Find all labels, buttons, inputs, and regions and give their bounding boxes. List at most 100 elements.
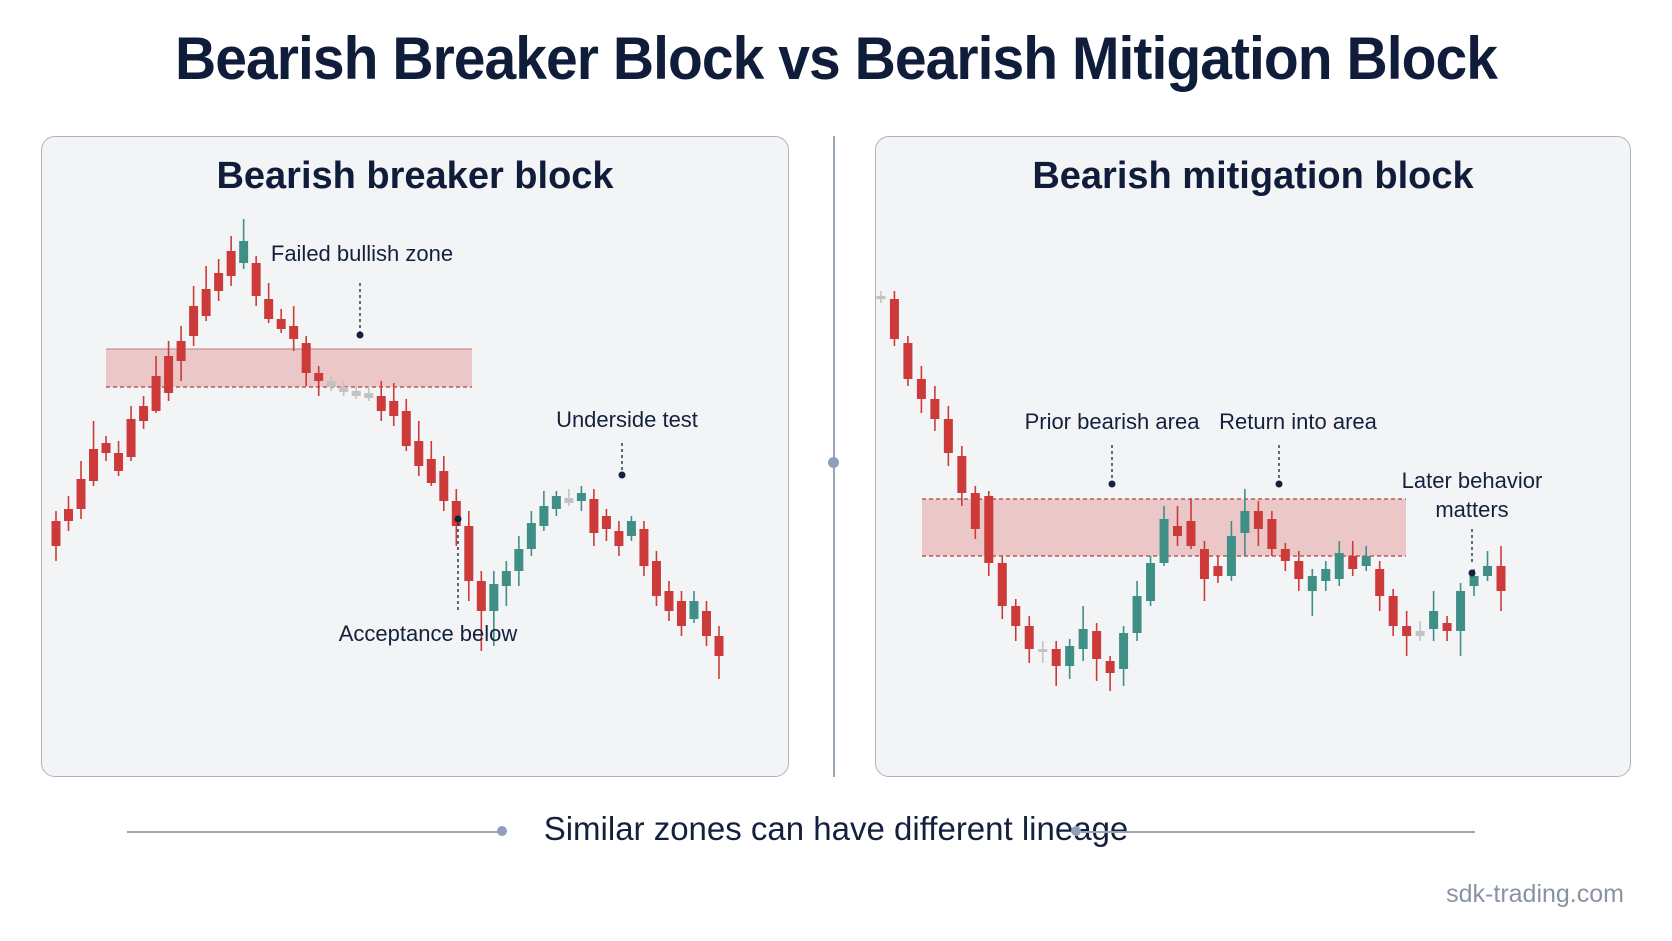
underside-test-marker <box>618 471 626 479</box>
candle-body <box>876 296 886 299</box>
candle-body <box>1294 561 1304 579</box>
candle-body <box>51 521 61 546</box>
candle-body <box>1078 629 1088 649</box>
candle-body <box>984 496 994 563</box>
candle-body <box>1429 611 1439 629</box>
candle-body <box>614 531 624 546</box>
later-behavior-marker <box>1468 569 1476 577</box>
candle-body <box>651 561 661 596</box>
candle-body <box>1146 563 1156 601</box>
candle-body <box>151 376 161 411</box>
prior-bearish-label: Prior bearish area <box>1025 409 1201 434</box>
candle-body <box>301 343 311 373</box>
candle-body <box>464 526 474 581</box>
candle-body <box>289 326 299 339</box>
candle-body <box>576 493 586 501</box>
candle-body <box>276 319 286 329</box>
page-title: Bearish Breaker Block vs Bearish Mitigat… <box>175 25 1498 92</box>
candle-body <box>1267 519 1277 549</box>
candle-body <box>1469 576 1479 586</box>
candle-body <box>1442 623 1452 631</box>
tagline-dot-left <box>497 826 507 836</box>
candle-body <box>214 273 224 291</box>
candle-body <box>889 299 899 339</box>
candle-body <box>1159 519 1169 563</box>
candle-body <box>1496 566 1506 591</box>
candle-body <box>164 356 174 393</box>
return-into-area-label: Return into area <box>1219 409 1378 434</box>
later-behavior-label: Later behavior <box>1402 468 1543 493</box>
candle-body <box>426 459 436 483</box>
candle-body <box>1375 569 1385 596</box>
candle-body <box>139 406 149 421</box>
candle-body <box>376 396 386 411</box>
candle-body <box>1361 556 1371 566</box>
candle-body <box>1199 549 1209 579</box>
candle-body <box>1186 521 1196 546</box>
candle-body <box>1240 511 1250 533</box>
candle-body <box>1402 626 1412 636</box>
candle-body <box>101 443 111 453</box>
failed-bullish-zone <box>106 349 472 387</box>
prior-bearish-marker <box>1108 480 1116 488</box>
candle-body <box>1213 566 1223 576</box>
candle-body <box>389 401 399 416</box>
tagline-rule-left <box>127 831 502 833</box>
candle-body <box>639 529 649 566</box>
candle-body <box>997 563 1007 606</box>
candle-body <box>957 456 967 493</box>
mitigation-block-panel: Bearish mitigation block Prior bearish a… <box>875 136 1631 777</box>
candle-body <box>551 496 561 509</box>
candle-body <box>943 419 953 453</box>
candle-body <box>201 289 211 316</box>
candle-body <box>1415 631 1425 636</box>
candle-body <box>1226 536 1236 576</box>
candle-body <box>1280 549 1290 561</box>
candle-body <box>1321 569 1331 581</box>
candle-body <box>451 501 461 526</box>
candle-body <box>1024 626 1034 649</box>
candle-body <box>970 493 980 529</box>
watermark: sdk-trading.com <box>1446 880 1624 908</box>
candle-body <box>126 419 136 457</box>
candle-body <box>626 521 636 536</box>
candle-body <box>64 509 74 521</box>
candle-body <box>1132 596 1142 633</box>
acceptance-label: Acceptance below <box>339 621 518 646</box>
candle-body <box>689 601 699 619</box>
candle-body <box>76 479 86 509</box>
tagline-dot-right <box>1071 826 1081 836</box>
candle-body <box>1119 633 1129 669</box>
candle-body <box>401 411 411 446</box>
candle-body <box>239 241 249 263</box>
candle-body <box>1348 556 1358 569</box>
candle-body <box>364 393 374 398</box>
candle-body <box>351 391 361 396</box>
candle-body <box>176 341 186 361</box>
tagline: Similar zones can have different lineage <box>543 810 1129 847</box>
candle-body <box>114 453 124 471</box>
candle-body <box>601 516 611 529</box>
candle-body <box>1307 576 1317 591</box>
candle-body <box>264 299 274 319</box>
candle-body <box>226 251 236 276</box>
candle-body <box>89 449 99 481</box>
candle-body <box>1173 526 1182 536</box>
candle-body <box>1092 631 1102 659</box>
mitigation-panel-title: Bearish mitigation block <box>1032 155 1474 197</box>
candle-body <box>339 387 349 392</box>
divider-dot <box>828 457 839 468</box>
breaker-chart: Failed bullish zone Underside test Accep… <box>51 219 724 679</box>
return-into-area-marker <box>1275 480 1283 488</box>
candle-body <box>1065 646 1075 666</box>
candle-body <box>916 379 926 399</box>
candle-body <box>1011 606 1021 626</box>
underside-test-label: Underside test <box>556 407 698 432</box>
candle-body <box>564 498 574 503</box>
candle-body <box>1253 511 1263 529</box>
center-divider <box>833 136 835 777</box>
candle-body <box>326 381 336 387</box>
candle-body <box>1334 553 1344 579</box>
candle-body <box>501 571 511 586</box>
candle-body <box>903 343 913 379</box>
